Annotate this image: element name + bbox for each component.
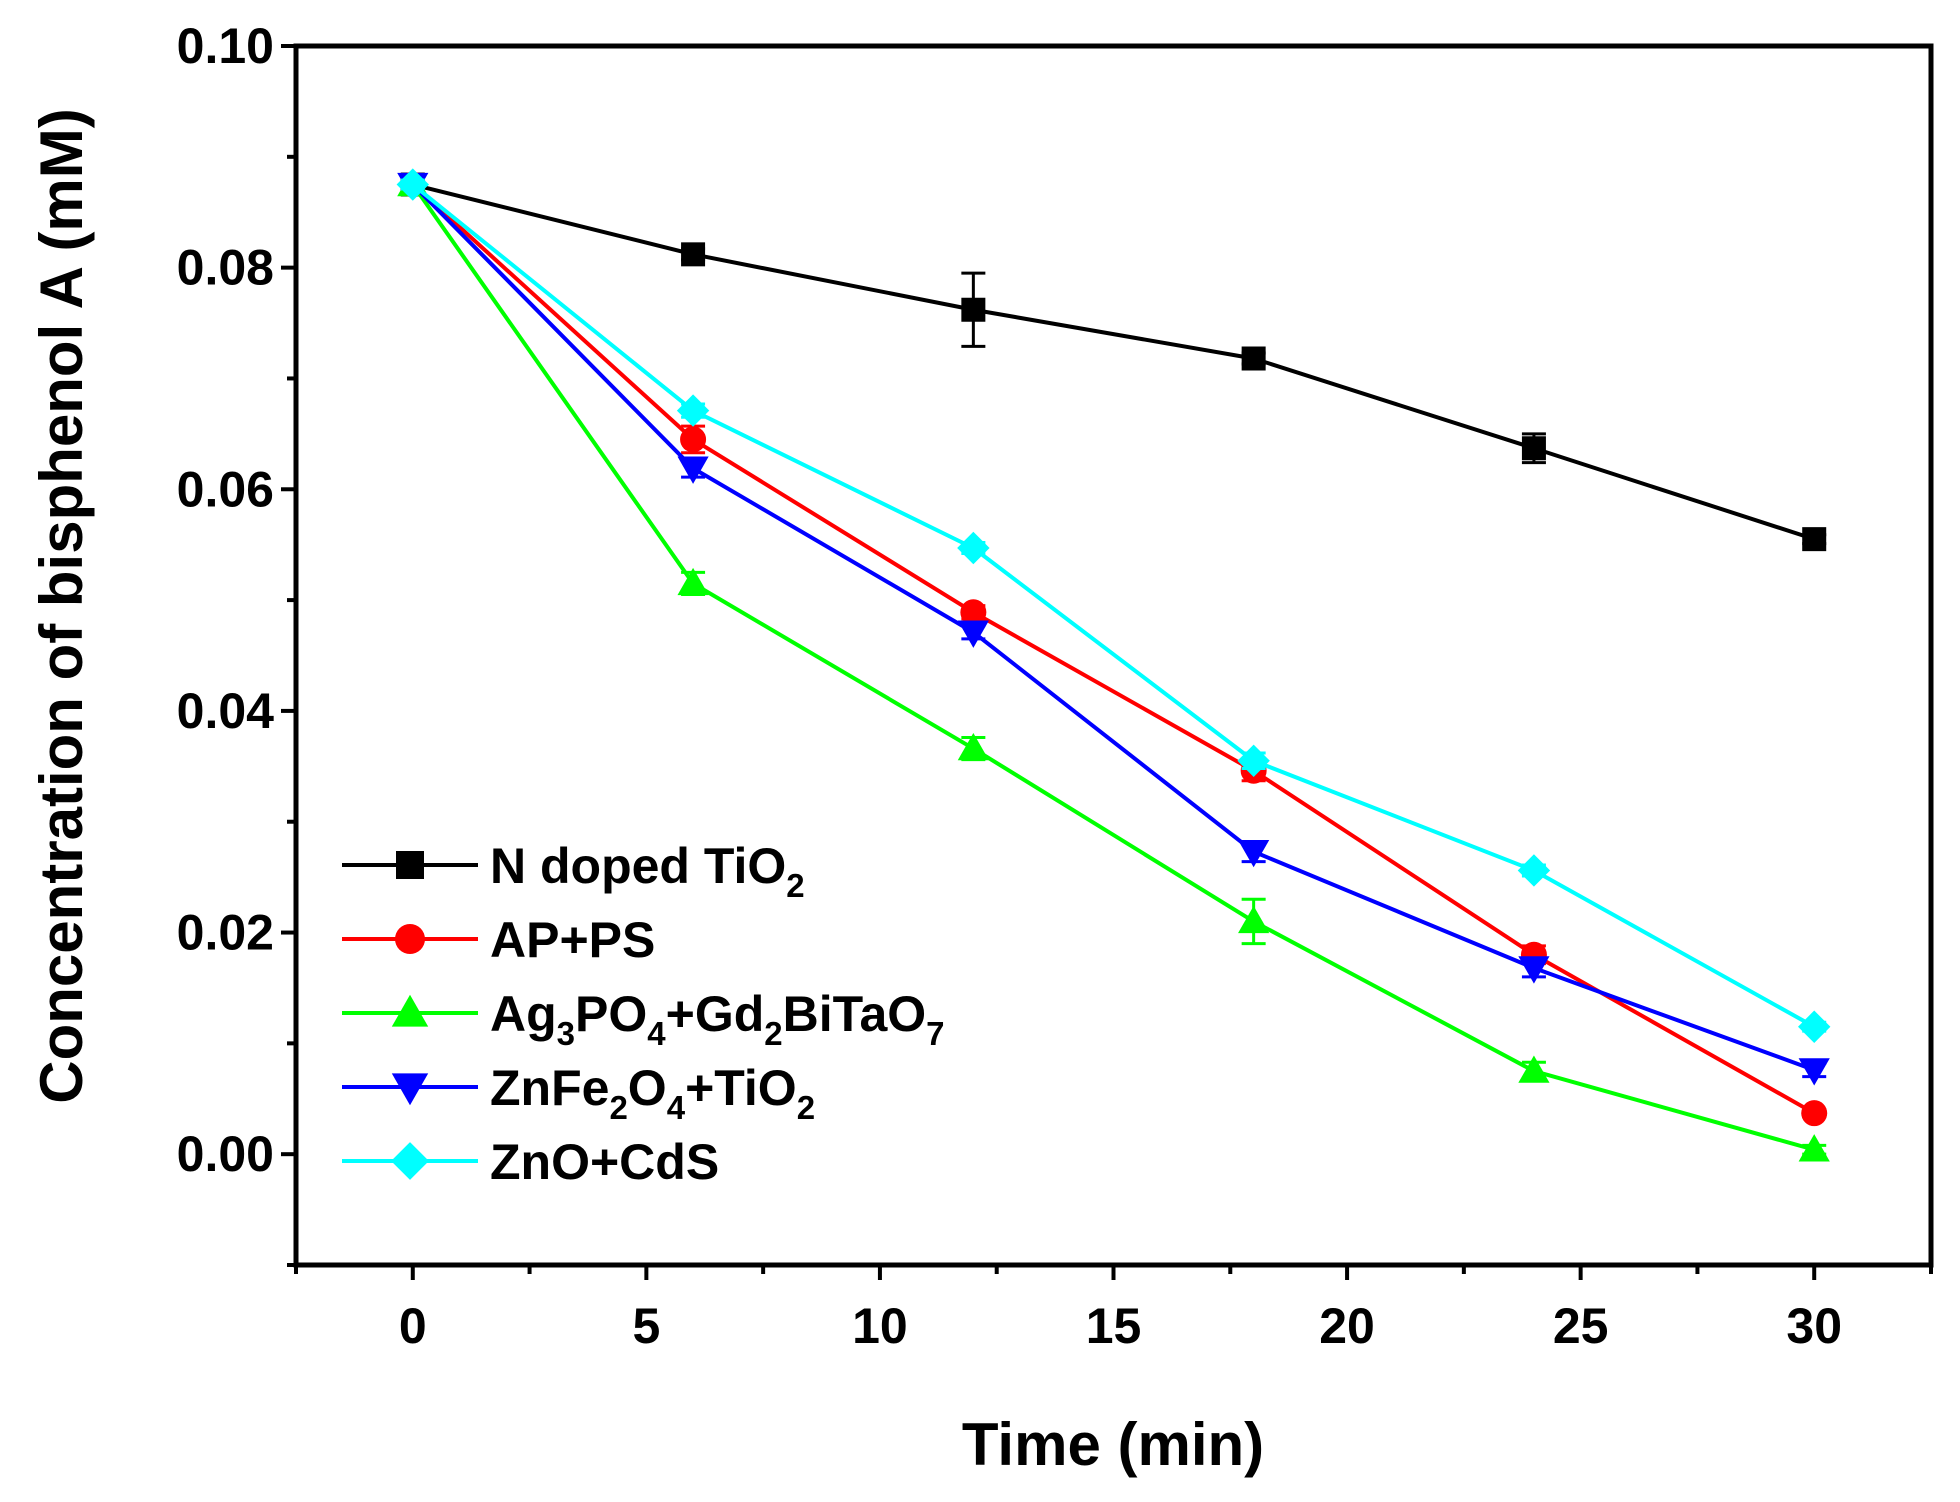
legend-item: ZnFe2O4+TiO2 [342, 1060, 815, 1126]
data-point [1521, 436, 1546, 461]
legend-item: N doped TiO2 [342, 838, 805, 904]
legend-label: N doped TiO2 [490, 838, 805, 904]
x-tick-label: 20 [1319, 1298, 1375, 1354]
series-line [412, 182, 1815, 542]
data-point [1238, 839, 1270, 868]
data-point [1237, 744, 1270, 777]
data-point [1517, 854, 1551, 887]
legend-marker [395, 924, 425, 954]
data-point [396, 168, 429, 201]
legend-label: ZnFe2O4+TiO2 [490, 1060, 815, 1126]
legend-label: AP+PS [490, 912, 655, 968]
legend-marker [391, 1073, 429, 1106]
data-point [960, 599, 987, 626]
y-tick-label: 0.04 [177, 683, 275, 739]
data-point [680, 426, 707, 453]
x-tick-label: 5 [632, 1298, 660, 1354]
data-point [1518, 1055, 1550, 1083]
data-point [1238, 905, 1270, 934]
data-point [957, 732, 989, 761]
legend-marker [391, 1142, 429, 1180]
y-tick-label: 0.00 [177, 1126, 274, 1182]
y-tick-label: 0.10 [177, 18, 274, 74]
legend-item: ZnO+CdS [342, 1134, 719, 1190]
series-line [411, 183, 1816, 1115]
data-point [1801, 1100, 1828, 1127]
x-axis-title: Time (min) [962, 1411, 1264, 1478]
x-tick-label: 0 [399, 1298, 427, 1354]
data-point [677, 456, 709, 484]
y-axis-ticks: 0.00 0.02 0.04 0.06 0.08 0.10 [177, 18, 296, 1267]
data-point [1802, 527, 1827, 552]
data-point [1798, 1058, 1830, 1086]
series-5 [396, 168, 1831, 1043]
data-point [676, 394, 710, 427]
legend-label: ZnO+CdS [490, 1134, 719, 1190]
data-point [1241, 346, 1266, 371]
series-line [411, 183, 1815, 1152]
data-point [1518, 956, 1550, 984]
plot-area: 0 5 10 15 20 25 30 0.00 0.02 0.04 0.06 0.08 0.10 [177, 18, 1934, 1354]
legend: N doped TiO2 AP+PS Ag3PO4+Gd2BiTaO7 ZnFe2O4… [342, 838, 945, 1190]
data-point [957, 531, 990, 565]
legend-marker [396, 851, 424, 879]
data-point [1798, 1010, 1831, 1043]
series-layer [396, 168, 1831, 1162]
legend-item: Ag3PO4+Gd2BiTaO7 [342, 986, 945, 1052]
y-tick-label: 0.08 [177, 240, 274, 296]
legend-item: AP+PS [342, 912, 655, 968]
data-point [677, 567, 709, 596]
x-tick-label: 25 [1553, 1298, 1609, 1354]
series-4 [397, 172, 1830, 1086]
legend-marker [391, 994, 429, 1027]
y-tick-label: 0.06 [177, 461, 274, 517]
x-tick-label: 30 [1786, 1298, 1842, 1354]
data-point [957, 620, 989, 648]
data-point [961, 297, 986, 322]
y-axis-title: Concentration of bisphenol A (mM) [28, 108, 95, 1103]
series-line [411, 182, 1816, 1029]
x-tick-label: 15 [1086, 1298, 1142, 1354]
data-point [681, 242, 706, 267]
y-tick-label: 0.02 [177, 905, 274, 961]
x-tick-label: 10 [852, 1298, 908, 1354]
x-axis-ticks: 0 5 10 15 20 25 30 [294, 1265, 1933, 1354]
data-point [1798, 1134, 1830, 1162]
legend-label: Ag3PO4+Gd2BiTaO7 [490, 986, 945, 1052]
series-line [411, 183, 1815, 1072]
